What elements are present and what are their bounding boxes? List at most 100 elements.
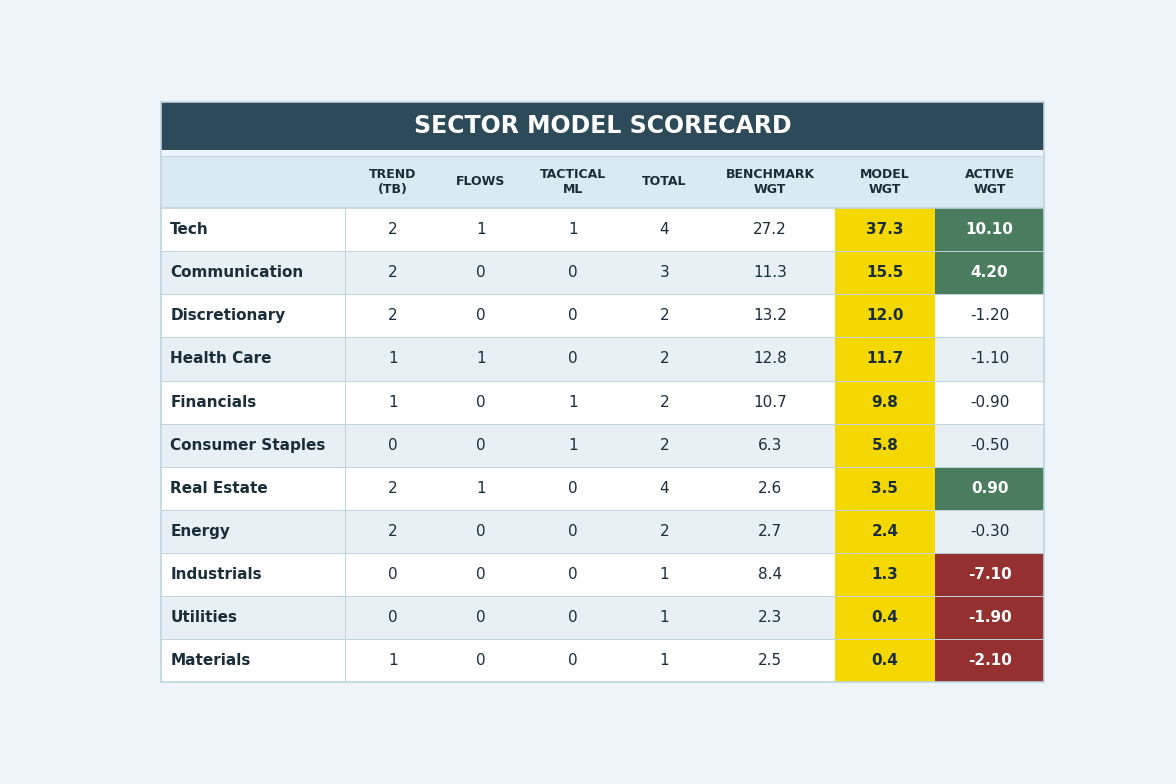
Text: Discretionary: Discretionary: [171, 308, 286, 323]
Text: 27.2: 27.2: [754, 222, 787, 237]
Text: 1: 1: [568, 222, 577, 237]
Text: 0.4: 0.4: [871, 610, 898, 625]
Text: 2: 2: [660, 437, 669, 452]
Text: 15.5: 15.5: [867, 265, 903, 280]
Text: 1: 1: [660, 567, 669, 582]
Bar: [835, 337, 935, 380]
Bar: [835, 380, 935, 423]
Text: 4.20: 4.20: [971, 265, 1008, 280]
Bar: [161, 553, 1044, 596]
Text: 4: 4: [660, 222, 669, 237]
Text: Industrials: Industrials: [171, 567, 262, 582]
Text: 3: 3: [660, 265, 669, 280]
Text: 2: 2: [388, 308, 397, 323]
Bar: [835, 251, 935, 294]
Text: 5.8: 5.8: [871, 437, 898, 452]
Text: 2: 2: [660, 524, 669, 539]
Text: ACTIVE
WGT: ACTIVE WGT: [964, 168, 1015, 196]
Text: Tech: Tech: [171, 222, 209, 237]
Text: 1.3: 1.3: [871, 567, 898, 582]
Text: 0: 0: [568, 308, 577, 323]
Text: 2: 2: [660, 351, 669, 366]
Text: -2.10: -2.10: [968, 653, 1011, 668]
Text: 11.7: 11.7: [867, 351, 903, 366]
Text: 3.5: 3.5: [871, 481, 898, 495]
Text: -0.90: -0.90: [970, 394, 1009, 409]
Text: 2.4: 2.4: [871, 524, 898, 539]
Bar: [935, 208, 1044, 251]
Text: 0: 0: [476, 265, 486, 280]
Text: 0: 0: [476, 437, 486, 452]
Bar: [835, 553, 935, 596]
Text: -1.90: -1.90: [968, 610, 1011, 625]
Text: 1: 1: [388, 351, 397, 366]
Text: 2: 2: [388, 524, 397, 539]
Text: Consumer Staples: Consumer Staples: [171, 437, 326, 452]
Text: 2.6: 2.6: [759, 481, 782, 495]
Text: 0: 0: [568, 481, 577, 495]
Text: 2: 2: [388, 265, 397, 280]
Text: BENCHMARK
WGT: BENCHMARK WGT: [726, 168, 815, 196]
Text: FLOWS: FLOWS: [456, 176, 506, 188]
Text: 8.4: 8.4: [759, 567, 782, 582]
Bar: [935, 639, 1044, 682]
Text: -0.30: -0.30: [970, 524, 1009, 539]
Text: 12.0: 12.0: [867, 308, 903, 323]
Bar: [161, 337, 1044, 380]
Bar: [835, 466, 935, 510]
Text: 2: 2: [660, 394, 669, 409]
Text: 0: 0: [388, 567, 397, 582]
Text: 2.5: 2.5: [759, 653, 782, 668]
Text: 1: 1: [388, 653, 397, 668]
Bar: [161, 596, 1044, 639]
Bar: [161, 156, 1044, 208]
Bar: [835, 208, 935, 251]
Text: 2: 2: [388, 222, 397, 237]
Text: 1: 1: [476, 222, 486, 237]
Text: 12.8: 12.8: [754, 351, 787, 366]
Text: 2: 2: [660, 308, 669, 323]
Text: 4: 4: [660, 481, 669, 495]
Text: 1: 1: [660, 610, 669, 625]
Text: 6.3: 6.3: [759, 437, 782, 452]
Text: 0: 0: [568, 265, 577, 280]
Bar: [161, 251, 1044, 294]
Bar: [835, 510, 935, 553]
Bar: [161, 423, 1044, 466]
Text: 9.8: 9.8: [871, 394, 898, 409]
Text: -7.10: -7.10: [968, 567, 1011, 582]
Text: Utilities: Utilities: [171, 610, 238, 625]
Text: 0: 0: [476, 394, 486, 409]
Text: Communication: Communication: [171, 265, 303, 280]
Bar: [835, 596, 935, 639]
Bar: [935, 596, 1044, 639]
Text: 1: 1: [660, 653, 669, 668]
Bar: [835, 294, 935, 337]
Text: 2: 2: [388, 481, 397, 495]
Text: 0: 0: [476, 653, 486, 668]
Text: 0: 0: [476, 567, 486, 582]
Text: 0: 0: [568, 567, 577, 582]
Text: Energy: Energy: [171, 524, 230, 539]
Text: 0.4: 0.4: [871, 653, 898, 668]
Text: 10.10: 10.10: [965, 222, 1014, 237]
Bar: [161, 208, 1044, 251]
Text: 11.3: 11.3: [754, 265, 787, 280]
Bar: [161, 380, 1044, 423]
Text: 1: 1: [568, 394, 577, 409]
Text: 0: 0: [568, 610, 577, 625]
Text: Materials: Materials: [171, 653, 250, 668]
Text: 13.2: 13.2: [754, 308, 787, 323]
Bar: [161, 510, 1044, 553]
Bar: [935, 466, 1044, 510]
Text: TREND
(TB): TREND (TB): [369, 168, 416, 196]
Text: Health Care: Health Care: [171, 351, 272, 366]
Text: -1.10: -1.10: [970, 351, 1009, 366]
Text: 1: 1: [476, 481, 486, 495]
Bar: [935, 251, 1044, 294]
Text: Real Estate: Real Estate: [171, 481, 268, 495]
Bar: [835, 423, 935, 466]
Text: 0: 0: [476, 308, 486, 323]
Text: 1: 1: [568, 437, 577, 452]
Text: 0: 0: [476, 610, 486, 625]
